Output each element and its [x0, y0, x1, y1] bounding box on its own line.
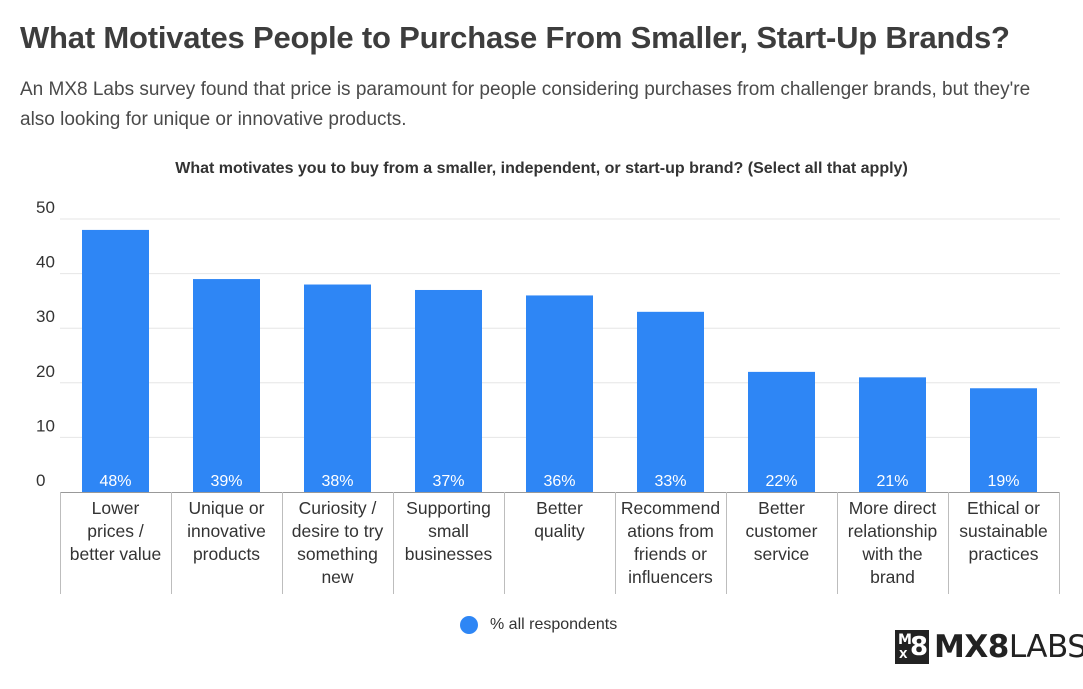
x-tick-label: Better customer service [746, 498, 818, 564]
x-tick-label: Ethical or sustainable practices [959, 498, 1048, 564]
bar-value-label: 39% [210, 473, 242, 490]
legend: % all respondents [460, 616, 617, 634]
bar-value-label: 33% [654, 473, 686, 490]
y-tick-label: 50 [36, 198, 55, 217]
bar-value-label: 48% [99, 473, 131, 490]
bar-value-label: 19% [987, 473, 1019, 490]
x-tick-label: Supporting small businesses [405, 498, 493, 564]
x-tick-label: Unique or innovative products [187, 498, 266, 564]
bar-value-label: 36% [543, 473, 575, 490]
bar [859, 377, 926, 492]
chart-title: What motivates you to buy from a smaller… [175, 160, 908, 177]
bar [304, 284, 371, 492]
bar-value-label: 21% [876, 473, 908, 490]
y-tick-label: 30 [36, 307, 55, 326]
logo-mark: M X 8 [895, 630, 929, 664]
bar-value-label: 37% [432, 473, 464, 490]
mx8-labs-logo: M X 8 MX8LABS [895, 629, 1083, 665]
y-tick-label: 10 [36, 416, 55, 435]
y-tick-label: 0 [36, 471, 45, 490]
x-tick-label: More direct relationship with the brand [848, 498, 938, 587]
bar-value-label: 38% [321, 473, 353, 490]
bar [415, 289, 482, 492]
x-tick-label: Lower prices / better value [70, 498, 161, 564]
bar [82, 229, 149, 493]
x-tick-label: Curiosity / desire to try something new [292, 498, 384, 587]
bar-value-label: 22% [765, 473, 797, 490]
x-tick-label: Recommend ations from friends or influencer… [621, 498, 720, 587]
bar [193, 279, 260, 492]
logo-wordmark: MX8LABS [934, 629, 1083, 665]
bar [526, 295, 593, 492]
bar [748, 371, 815, 492]
y-tick-label: 40 [36, 253, 55, 272]
x-tick-label: Better quality [534, 498, 585, 541]
y-tick-label: 20 [36, 362, 55, 381]
page-subtitle: An MX8 Labs survey found that price is p… [20, 79, 1031, 130]
bar [637, 311, 704, 492]
legend-marker [460, 616, 478, 634]
legend-label: % all respondents [490, 616, 618, 633]
page-title: What Motivates People to Purchase From S… [20, 20, 1010, 55]
bar [970, 388, 1037, 492]
